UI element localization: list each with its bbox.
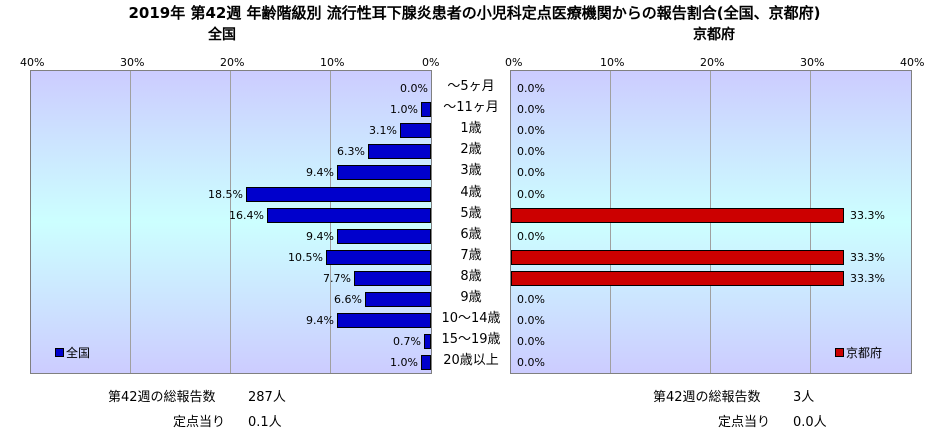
gridline: [130, 71, 131, 373]
category-label: ～11ヶ月: [443, 100, 499, 116]
kyoto-bar: [511, 249, 844, 265]
national-data-label: 18.5%: [208, 187, 243, 201]
kyoto-data-label: 0.0%: [517, 145, 545, 159]
category-label: ～5ヶ月: [447, 79, 495, 94]
left-total-label: 第42週の総報告数: [108, 390, 216, 405]
left-tick-label: 30%: [120, 56, 145, 69]
right-legend-label: 京都府: [846, 346, 883, 360]
left-tick-label: 40%: [20, 56, 45, 69]
national-bar: [368, 144, 431, 160]
national-data-label: 9.4%: [306, 166, 334, 180]
kyoto-data-label: 0.0%: [517, 166, 545, 180]
kyoto-data-label: 0.0%: [517, 103, 545, 117]
kyoto-bar: [511, 207, 844, 223]
kyoto-data-label: 33.3%: [850, 250, 885, 264]
national-bar: [354, 270, 431, 286]
national-bar: [337, 313, 431, 329]
national-data-label: 16.4%: [229, 208, 264, 222]
category-label: 6歳: [460, 226, 482, 242]
left-panel-subtitle: 全国: [208, 27, 236, 43]
kyoto-data-label: 33.3%: [850, 271, 885, 285]
national-data-label: 6.6%: [334, 293, 362, 306]
category-label: 15～19歳: [441, 332, 501, 348]
national-bar: [337, 228, 431, 244]
right-tick-label: 20%: [700, 56, 725, 69]
left-legend: 全国: [55, 344, 90, 361]
category-label: 3歳: [460, 163, 482, 179]
national-bar: [421, 355, 431, 371]
national-bar: [267, 207, 431, 223]
national-bar: [365, 292, 431, 307]
kyoto-data-label: 0.0%: [517, 82, 545, 95]
kyoto-data-label: 0.0%: [517, 187, 545, 201]
left-total-value: 287人: [248, 390, 286, 405]
legend-swatch-blue: [55, 348, 64, 357]
kyoto-data-label: 33.3%: [850, 208, 885, 222]
left-tick-label: 20%: [220, 56, 245, 69]
right-panel-subtitle: 京都府: [693, 27, 735, 43]
gridline: [230, 71, 231, 373]
national-data-label: 3.1%: [369, 124, 397, 138]
category-label: 5歳: [460, 205, 482, 221]
category-label: 9歳: [460, 290, 482, 305]
national-data-label: 6.3%: [337, 145, 365, 159]
category-label: 8歳: [460, 268, 482, 284]
left-per-value: 0.1人: [248, 415, 282, 430]
national-data-label: 9.4%: [306, 314, 334, 328]
right-per-value: 0.0人: [793, 415, 827, 430]
kyoto-data-label: 0.0%: [517, 335, 545, 349]
national-data-label: 7.7%: [323, 271, 351, 285]
category-label: 10～14歳: [441, 311, 501, 327]
right-tick-label: 30%: [800, 56, 825, 69]
national-data-label: 10.5%: [288, 250, 323, 264]
left-tick-label: 0%: [422, 56, 440, 69]
right-legend: 京都府: [835, 344, 882, 361]
kyoto-data-label: 0.0%: [517, 314, 545, 328]
left-per-label: 定点当り: [173, 415, 226, 430]
right-tick-label: 0%: [505, 56, 523, 69]
right-total-label: 第42週の総報告数: [653, 390, 761, 405]
national-data-label: 9.4%: [306, 229, 334, 243]
kyoto-data-label: 0.0%: [517, 229, 545, 243]
left-legend-label: 全国: [66, 346, 91, 360]
national-bar: [400, 123, 431, 139]
right-total-value: 3人: [793, 390, 815, 405]
right-tick-label: 40%: [900, 56, 925, 69]
chart-title: 2019年 第42週 年齢階級別 流行性耳下腺炎患者の小児科定点医療機関からの報…: [128, 4, 821, 22]
category-label: 1歳: [460, 121, 482, 137]
category-label: 20歳以上: [443, 353, 499, 369]
category-label: 7歳: [460, 247, 482, 263]
national-data-label: 1.0%: [390, 103, 418, 117]
national-bar: [326, 249, 431, 265]
national-bar: [246, 186, 431, 202]
kyoto-data-label: 0.0%: [517, 356, 545, 370]
national-bar: [337, 165, 431, 181]
right-per-label: 定点当り: [718, 415, 771, 430]
right-tick-label: 10%: [600, 56, 625, 69]
legend-swatch-red: [835, 348, 844, 357]
national-bar: [421, 102, 431, 118]
national-bar: [424, 334, 431, 350]
kyoto-bar: [511, 270, 844, 286]
kyoto-data-label: 0.0%: [517, 293, 545, 306]
left-tick-label: 10%: [320, 56, 345, 69]
national-data-label: 1.0%: [390, 356, 418, 370]
category-label: 4歳: [460, 184, 482, 200]
category-label: 2歳: [460, 142, 482, 158]
national-data-label: 0.0%: [400, 82, 428, 95]
national-data-label: 0.7%: [393, 335, 421, 349]
kyoto-data-label: 0.0%: [517, 124, 545, 138]
